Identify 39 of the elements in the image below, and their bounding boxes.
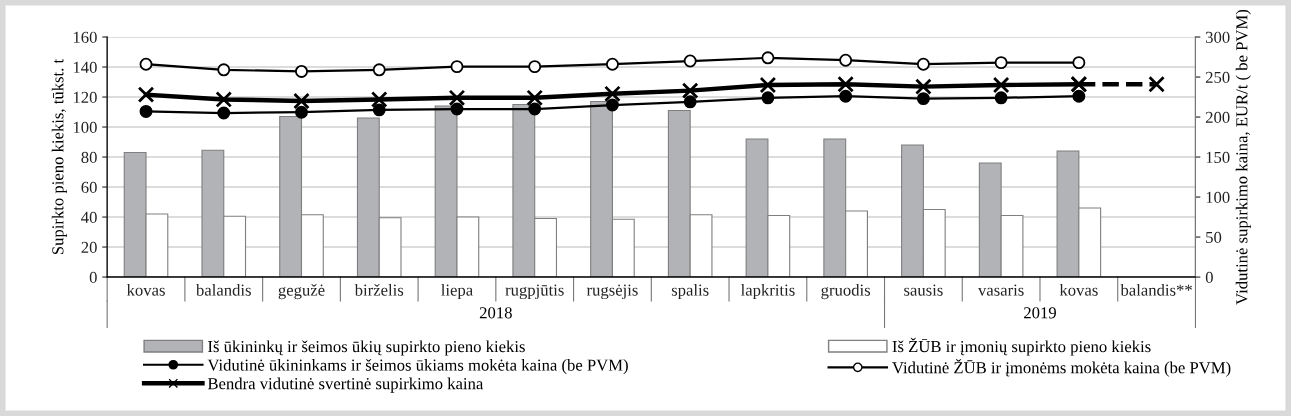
y2-axis-title: Vidutinė supirkimo kaina, EUR/t ( be PVM) bbox=[1235, 9, 1251, 305]
y-tick-label: 160 bbox=[73, 31, 97, 43]
x-tick-label: balandis bbox=[195, 284, 251, 296]
y2-tick-label: 150 bbox=[1206, 151, 1230, 163]
legend-label: Vidutinė ŽŪB ir įmonėms mokėta kaina (be PVM) bbox=[892, 358, 1231, 377]
y-tick-label: 100 bbox=[73, 121, 97, 133]
x-tick-label: spalis bbox=[671, 284, 709, 300]
y2-tick-label: 50 bbox=[1206, 231, 1222, 243]
x-tick-label: gruodis bbox=[821, 284, 871, 300]
y-tick-label: 0 bbox=[89, 271, 97, 283]
text: 2019 bbox=[1024, 307, 1056, 319]
y-tick-label: 60 bbox=[81, 181, 97, 193]
legend-label: Bendra vidutinė svertinė supirkimo kaina bbox=[207, 377, 484, 393]
y-axis-title: Supirkto pieno kiekis, tūkst. t bbox=[51, 58, 67, 255]
x-tick-label: kovas bbox=[1059, 284, 1098, 296]
y-tick-label: 140 bbox=[73, 61, 97, 73]
y-tick-label: 120 bbox=[73, 91, 97, 103]
x-tick-label: gegužė bbox=[278, 284, 325, 300]
text: 2018 bbox=[479, 307, 512, 319]
x-tick-label: kovas bbox=[126, 284, 165, 296]
x-tick-label: birželis bbox=[354, 283, 404, 296]
y-tick-label: 20 bbox=[81, 241, 97, 253]
y-tick-label: 40 bbox=[81, 211, 97, 223]
y-tick-label: 80 bbox=[81, 151, 97, 163]
x-tick-label: sausis bbox=[904, 284, 943, 296]
legend-label: Iš ŽŪB ir įmonių supirkto pieno kiekis bbox=[892, 337, 1151, 356]
x-tick-label: liepa bbox=[441, 284, 473, 300]
y2-tick-label: 300 bbox=[1205, 31, 1230, 43]
y2-tick-label: 200 bbox=[1205, 111, 1230, 123]
y2-tick-label: 100 bbox=[1206, 191, 1230, 203]
y2-tick-label: 0 bbox=[1205, 271, 1213, 283]
legend-label: Iš ūkininkų ir šeimos ūkių supirkto pieno kiekis bbox=[208, 340, 525, 356]
x-tick-label: balandis** bbox=[1120, 284, 1192, 296]
y2-tick-label: 250 bbox=[1205, 71, 1230, 83]
legend-label: Vidutinė ūkininkams ir šeimos ūkiams mokėta kaina (be PVM) bbox=[207, 358, 628, 375]
x-tick-label: lapkritis bbox=[740, 284, 795, 300]
x-tick-label: vasaris bbox=[977, 284, 1024, 296]
x-tick-label: rugsėjis bbox=[586, 284, 638, 300]
x-tick-label: rugpjūtis bbox=[505, 284, 564, 300]
